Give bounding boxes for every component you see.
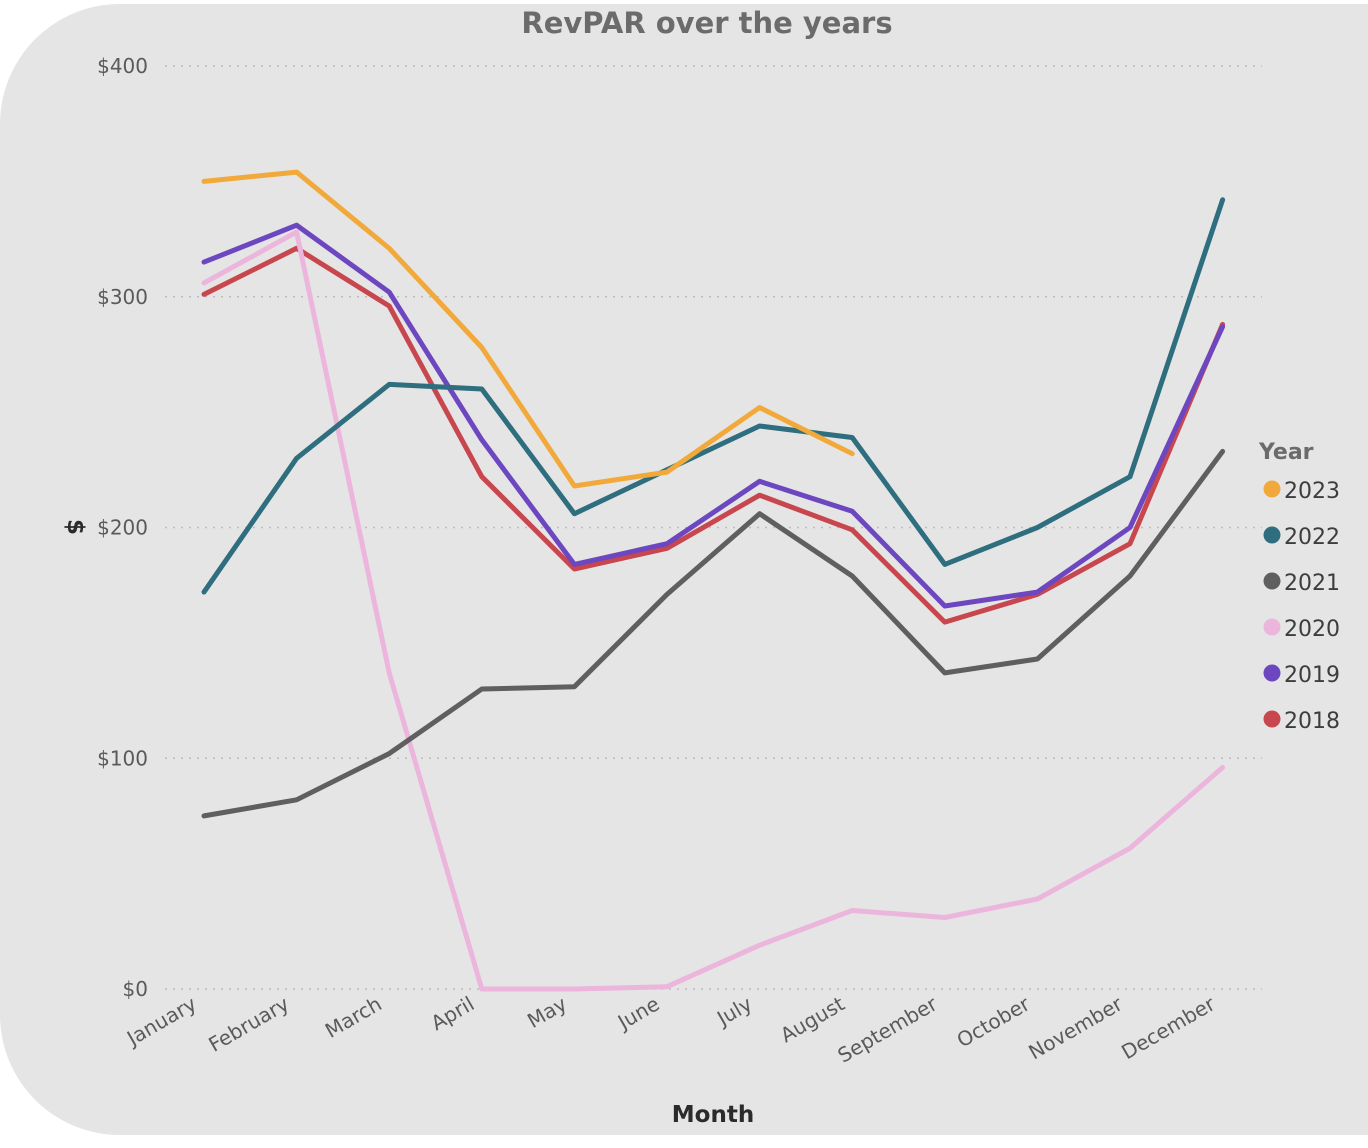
legend-label-2018: 2018: [1284, 709, 1340, 734]
x-tick-label: May: [523, 991, 571, 1033]
legend-marker-2018: [1263, 710, 1281, 728]
series-line-2018: [201, 245, 1226, 625]
legend-marker-2019: [1263, 664, 1281, 682]
y-axis-ticks: $0 $100 $200 $300 $400: [97, 54, 148, 1001]
legend-label-2020: 2020: [1284, 617, 1340, 642]
series-line-2022: [201, 197, 1226, 595]
x-tick-label: June: [612, 992, 663, 1036]
legend: Year 2023 2022 2021 2020 2019 2018: [1258, 440, 1340, 734]
chart-card: [0, 4, 1368, 1135]
y-axis-title: $: [62, 519, 88, 535]
legend-marker-2022: [1263, 526, 1281, 544]
legend-label-2022: 2022: [1284, 525, 1340, 550]
series-line-2021: [201, 448, 1226, 819]
x-axis-title: Month: [672, 1102, 754, 1128]
x-tick-label: December: [1117, 991, 1219, 1064]
y-tick-label: $300: [97, 285, 148, 309]
x-tick-label: April: [427, 992, 479, 1036]
x-axis-ticks: January February March April May June July Augu…: [121, 991, 1220, 1067]
y-tick-label: $100: [97, 746, 148, 770]
x-tick-label: February: [204, 991, 293, 1056]
legend-label-2021: 2021: [1284, 571, 1340, 596]
series-line-2023: [201, 169, 855, 489]
y-tick-label: $400: [97, 54, 148, 78]
legend-title: Year: [1258, 440, 1314, 465]
chart-title: RevPAR over the years: [521, 6, 892, 40]
series-line-2019: [201, 222, 1226, 609]
legend-marker-2023: [1263, 480, 1281, 498]
series-lines: [201, 169, 1226, 992]
y-tick-label: $0: [123, 977, 148, 1001]
x-tick-label: July: [711, 991, 756, 1031]
legend-marker-2021: [1263, 572, 1281, 590]
x-tick-label: October: [953, 991, 1035, 1052]
y-tick-label: $200: [97, 516, 148, 540]
x-tick-label: November: [1024, 991, 1127, 1064]
x-tick-label: September: [834, 991, 942, 1067]
gridlines: [165, 65, 1262, 990]
x-tick-label: March: [321, 992, 386, 1043]
legend-label-2019: 2019: [1284, 663, 1340, 688]
legend-marker-2020: [1263, 618, 1281, 636]
legend-label-2023: 2023: [1284, 479, 1340, 504]
x-tick-label: August: [776, 991, 849, 1047]
series-line-2020: [201, 229, 1226, 992]
